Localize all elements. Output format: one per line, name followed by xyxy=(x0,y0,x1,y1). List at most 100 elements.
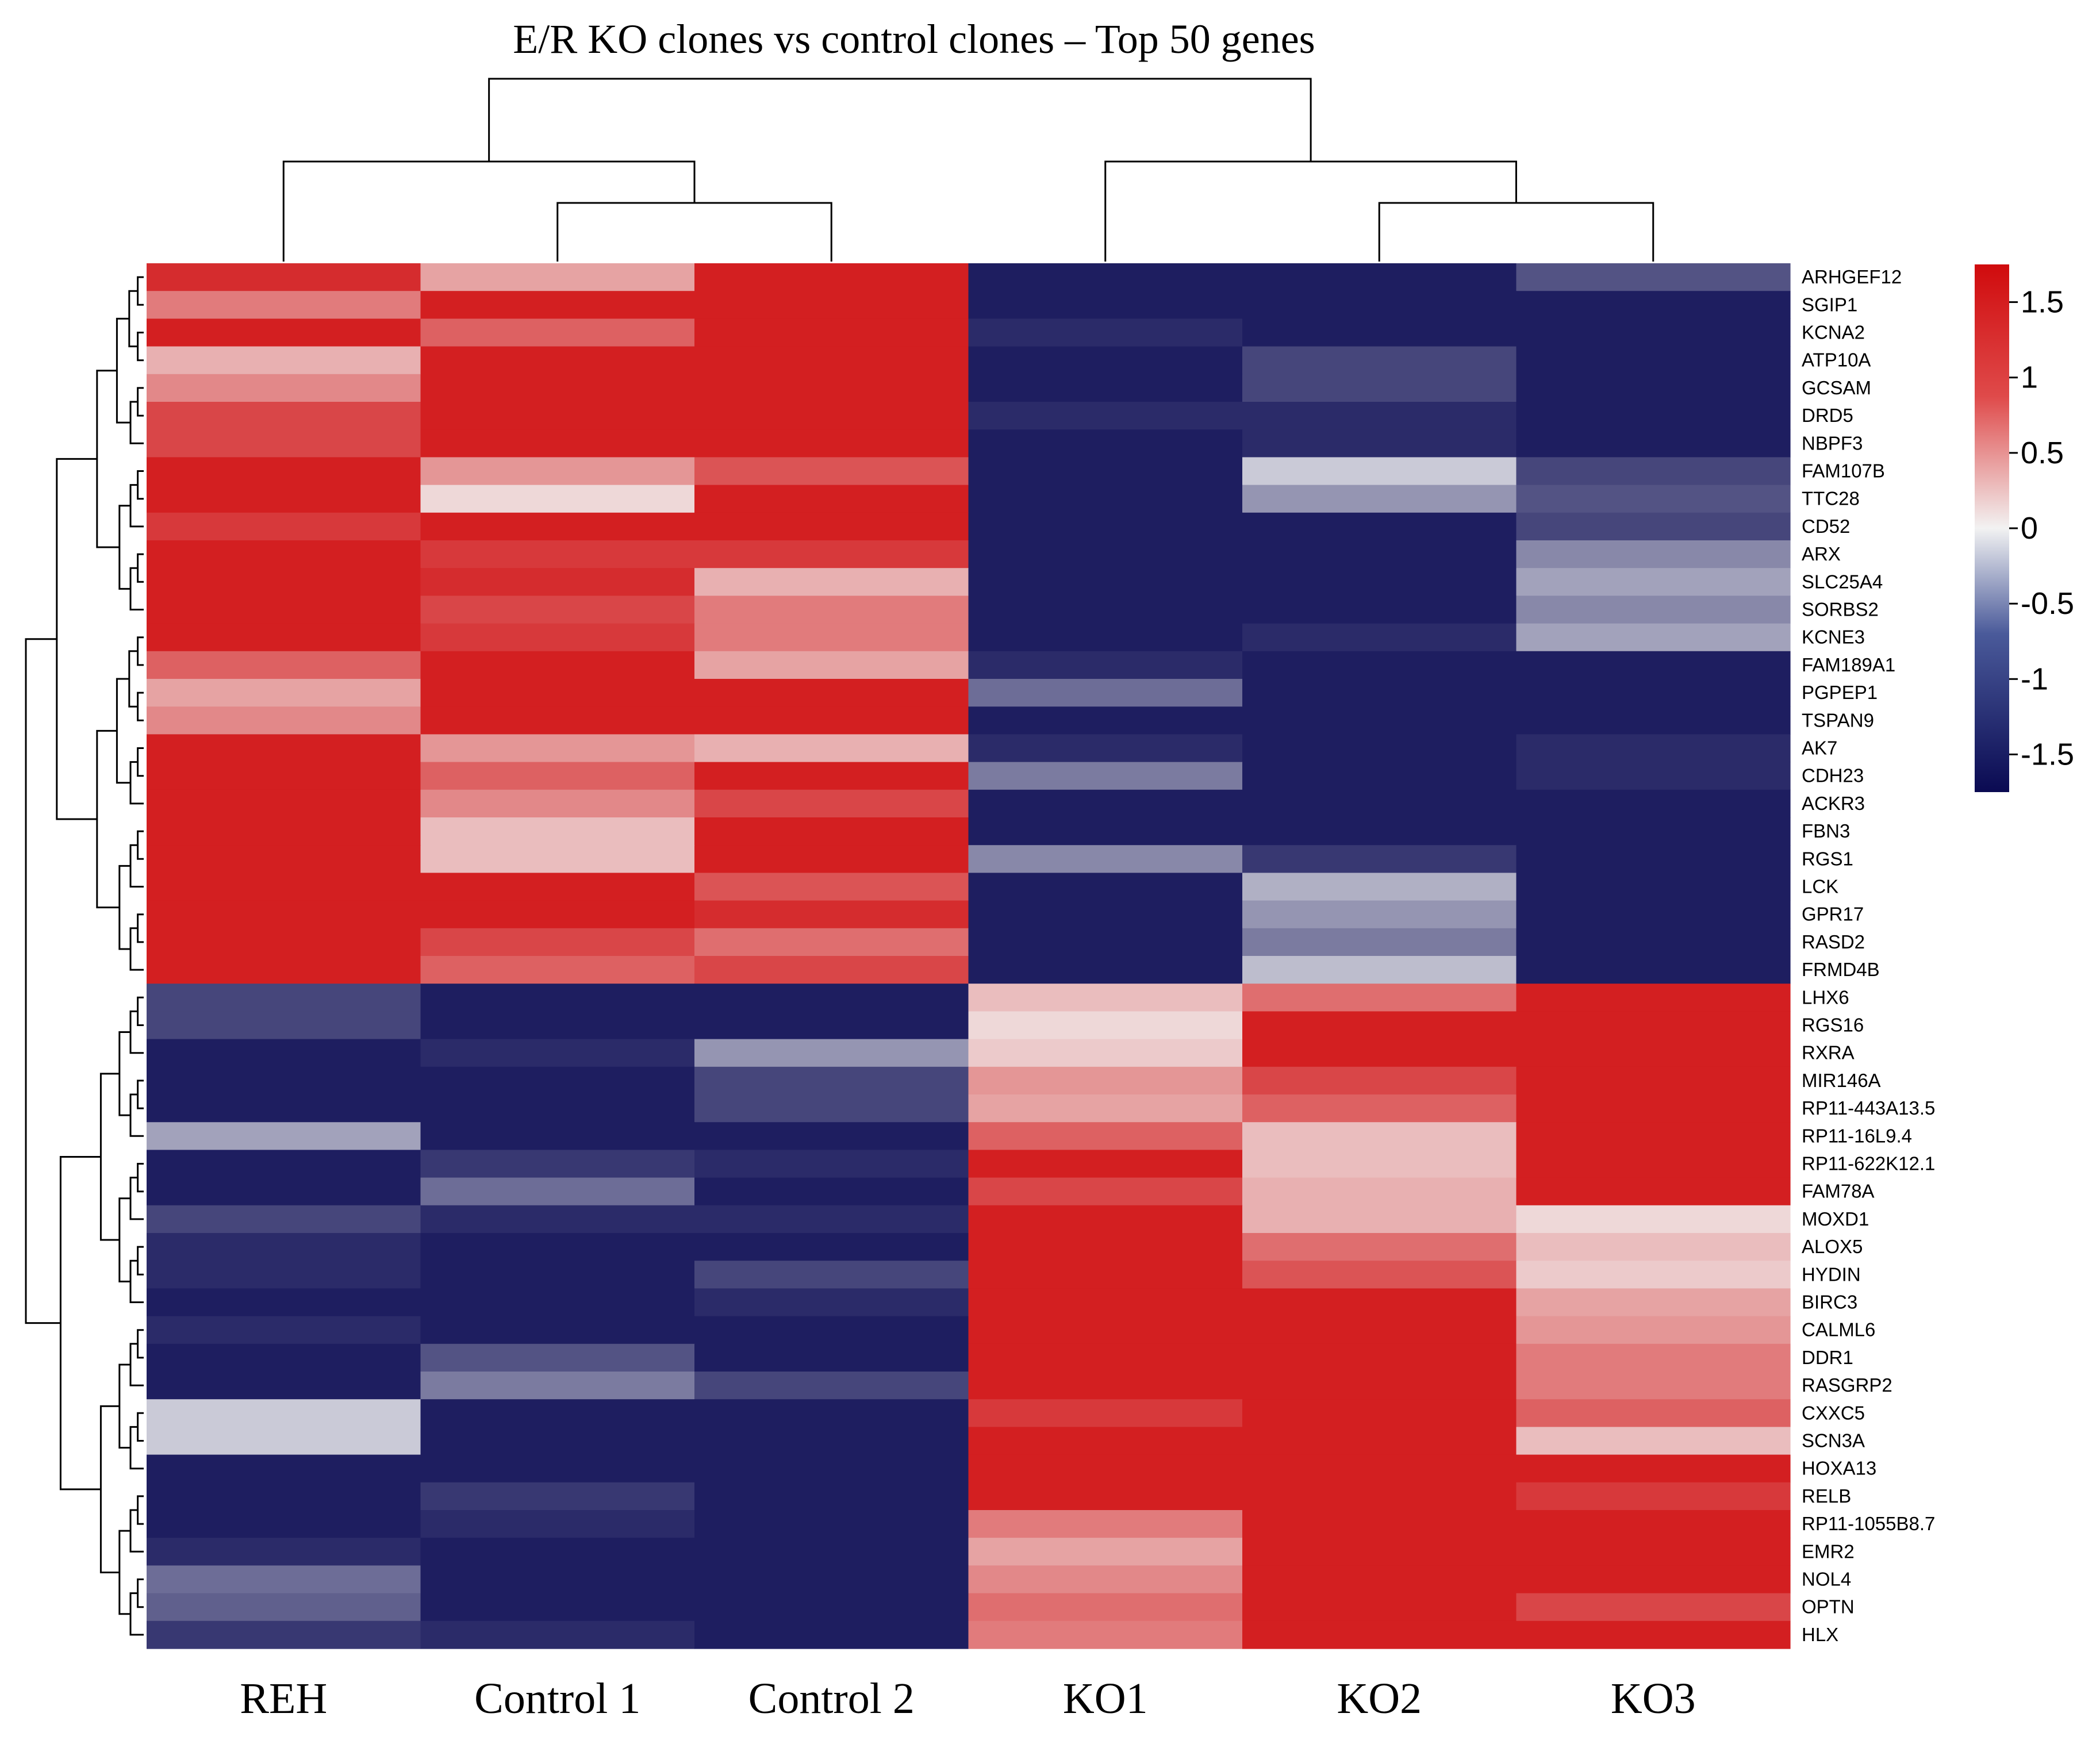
sample-label: Control 1 xyxy=(474,1674,640,1723)
gene-label: RP11-1055B8.7 xyxy=(1802,1513,1935,1534)
row-dendrogram-branch xyxy=(137,1578,144,1608)
heatmap-cell xyxy=(1242,291,1517,319)
heatmap-cell xyxy=(147,568,421,596)
row-dendrogram xyxy=(25,276,144,1636)
heatmap-cell xyxy=(1242,1066,1517,1095)
heatmap-cell xyxy=(420,789,695,818)
heatmap-cell xyxy=(420,1427,695,1455)
heatmap-cell xyxy=(694,789,969,818)
gene-label: LHX6 xyxy=(1802,986,1849,1008)
row-dendrogram-branch xyxy=(137,747,144,777)
heatmap-cell xyxy=(968,429,1243,458)
heatmap-cell xyxy=(420,873,695,901)
heatmap-cell xyxy=(147,900,421,929)
row-dendrogram-branch xyxy=(137,1163,144,1193)
heatmap-cell xyxy=(1242,346,1517,375)
heatmap-cell xyxy=(968,568,1243,596)
heatmap-cell xyxy=(1242,734,1517,763)
heatmap-cell xyxy=(420,374,695,402)
heatmap-cell xyxy=(1516,651,1791,679)
heatmap-cell xyxy=(420,928,695,957)
heatmap-cell xyxy=(420,1261,695,1289)
heatmap-cell xyxy=(694,1565,969,1594)
heatmap-cell xyxy=(1242,457,1517,486)
heatmap-cell xyxy=(420,512,695,541)
heatmap-cell xyxy=(968,1011,1243,1040)
heatmap-cell xyxy=(1242,1343,1517,1372)
column-dendrogram-branch xyxy=(282,160,696,262)
legend-tick-label: 1.5 xyxy=(2021,285,2064,320)
heatmap-cell xyxy=(1516,845,1791,873)
row-dendrogram-branch xyxy=(137,332,144,362)
heatmap-cell xyxy=(420,679,695,707)
heatmap-cell xyxy=(147,1620,421,1649)
heatmap-cell xyxy=(147,346,421,375)
heatmap-cell xyxy=(694,1261,969,1289)
heatmap-cell xyxy=(1242,1482,1517,1511)
sample-label: KO1 xyxy=(1063,1674,1148,1723)
gene-label: HYDIN xyxy=(1802,1263,1861,1285)
heatmap-cell xyxy=(147,1510,421,1538)
heatmap-cell xyxy=(1242,1510,1517,1538)
gene-label: FRMD4B xyxy=(1802,959,1880,980)
row-dendrogram-branch xyxy=(137,1329,144,1359)
heatmap-cell xyxy=(420,1122,695,1150)
heatmap-cell xyxy=(147,540,421,569)
gene-label: MOXD1 xyxy=(1802,1208,1869,1230)
heatmap-cell xyxy=(420,1177,695,1206)
heatmap-cell xyxy=(694,1538,969,1566)
gene-label: GCSAM xyxy=(1802,377,1871,398)
heatmap-cell xyxy=(420,956,695,984)
heatmap-cell xyxy=(694,429,969,458)
heatmap-cell xyxy=(968,1620,1243,1649)
heatmap-cell xyxy=(1516,457,1791,486)
heatmap-cell xyxy=(968,1482,1243,1511)
sample-label: KO2 xyxy=(1337,1674,1422,1723)
heatmap-cell xyxy=(420,568,695,596)
heatmap-cell xyxy=(1516,1205,1791,1234)
gene-label: SCN3A xyxy=(1802,1430,1865,1451)
row-dendrogram-branch xyxy=(118,1363,130,1449)
heatmap-cell xyxy=(968,1427,1243,1455)
gene-label: RXRA xyxy=(1802,1042,1855,1063)
gene-label: HOXA13 xyxy=(1802,1458,1876,1479)
heatmap-cell xyxy=(968,1233,1243,1261)
gene-label: CXXC5 xyxy=(1802,1402,1865,1423)
heatmap-cell xyxy=(694,873,969,901)
row-dendrogram-branch xyxy=(137,1246,144,1276)
heatmap-cell xyxy=(968,623,1243,652)
legend-tick-label: 0 xyxy=(2021,511,2038,546)
heatmap-cell xyxy=(147,984,421,1012)
heatmap-cell xyxy=(1242,900,1517,929)
row-dendrogram-branch xyxy=(59,1155,101,1491)
heatmap-cell xyxy=(1516,873,1791,901)
heatmap-cell xyxy=(1516,706,1791,735)
heatmap-cell xyxy=(694,374,969,402)
heatmap-cell xyxy=(694,1372,969,1400)
heatmap-cell xyxy=(147,596,421,624)
heatmap-cell xyxy=(147,651,421,679)
legend-tick-label: 1 xyxy=(2021,360,2038,395)
heatmap-cell xyxy=(1242,1122,1517,1150)
heatmap-cell xyxy=(694,1343,969,1372)
heatmap-cell xyxy=(147,291,421,319)
heatmap-cell xyxy=(420,1039,695,1067)
heatmap-cell xyxy=(1242,1205,1517,1234)
heatmap-cell xyxy=(1516,1510,1791,1538)
heatmap-cell xyxy=(147,457,421,486)
heatmap-cell xyxy=(147,512,421,541)
heatmap-cell xyxy=(1516,1288,1791,1317)
heatmap-cell xyxy=(420,1399,695,1427)
gene-label: CD52 xyxy=(1802,516,1850,537)
heatmap-cell xyxy=(147,263,421,291)
heatmap-cell xyxy=(968,817,1243,846)
heatmap-cell xyxy=(420,429,695,458)
gene-label: KCNA2 xyxy=(1802,322,1865,343)
heatmap-cells xyxy=(147,263,1791,1649)
heatmap-cell xyxy=(1516,1094,1791,1123)
row-dendrogram-branch xyxy=(137,276,144,306)
heatmap-cell xyxy=(420,762,695,790)
row-dendrogram-branch xyxy=(137,553,144,583)
row-dendrogram-branch xyxy=(99,1405,120,1573)
heatmap-cell xyxy=(968,374,1243,402)
